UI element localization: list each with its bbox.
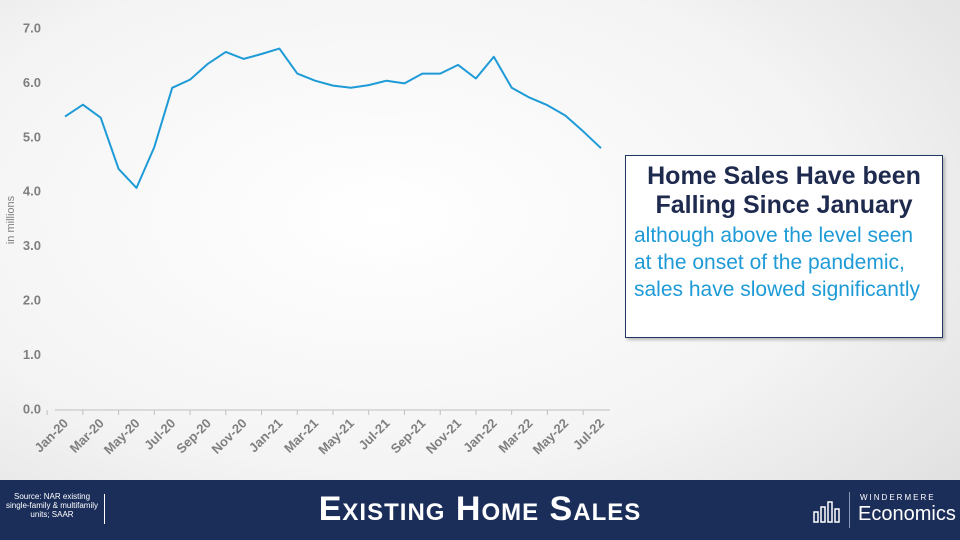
- x-tick-label: May-20: [101, 416, 143, 458]
- x-tick-label: Jul-22: [570, 416, 607, 453]
- brand: WINDERMERE: [860, 493, 936, 502]
- slide-title: Existing Home Sales: [318, 490, 642, 528]
- x-tick-label: Sep-20: [173, 416, 214, 457]
- x-tick-label: Sep-21: [388, 416, 429, 457]
- y-axis-label: in millions: [5, 195, 17, 244]
- callout-body: although above the level seen at the ons…: [634, 224, 920, 301]
- x-tick-label: Jan-22: [460, 416, 500, 456]
- separator: [104, 494, 105, 524]
- y-tick-label: 0.0: [23, 401, 41, 416]
- y-tick-label: 1.0: [23, 347, 41, 362]
- x-tick-label: May-21: [315, 416, 357, 458]
- data-line: [64, 47, 602, 189]
- source-note: Source: NAR existing single-family & mul…: [5, 492, 99, 519]
- x-tick-label: Jan-21: [246, 416, 286, 456]
- y-tick-label: 3.0: [23, 238, 41, 253]
- x-tick-label: Mar-21: [281, 416, 321, 456]
- x-tick-label: Nov-21: [423, 416, 464, 457]
- footer: Source: NAR existing single-family & mul…: [0, 480, 960, 540]
- y-tick-label: 2.0: [23, 293, 41, 308]
- brand-sub: Economics: [858, 503, 956, 525]
- callout: Home Sales Have been Falling Since Janua…: [625, 155, 943, 338]
- x-tick-label: Jan-20: [31, 416, 71, 456]
- x-tick-label: Jul-20: [141, 416, 178, 453]
- y-tick-label: 6.0: [23, 75, 41, 90]
- y-tick-label: 4.0: [23, 184, 41, 199]
- y-tick-label: 7.0: [23, 20, 41, 35]
- callout-title: Home Sales Have been Falling Since Janua…: [647, 162, 921, 219]
- x-tick-label: Mar-22: [495, 416, 535, 456]
- x-tick-label: Nov-20: [209, 416, 250, 457]
- logo-icon: [813, 501, 840, 523]
- y-tick-label: 5.0: [23, 129, 41, 144]
- x-tick-label: Mar-20: [67, 416, 107, 456]
- separator: [849, 492, 850, 528]
- x-tick-label: Jul-21: [356, 416, 393, 453]
- x-tick-label: May-22: [530, 416, 572, 458]
- chart: in millions 0.0 1.0 2.0 3.0 4.0 5.0 6.0 7.0 Jan-…: [5, 20, 610, 458]
